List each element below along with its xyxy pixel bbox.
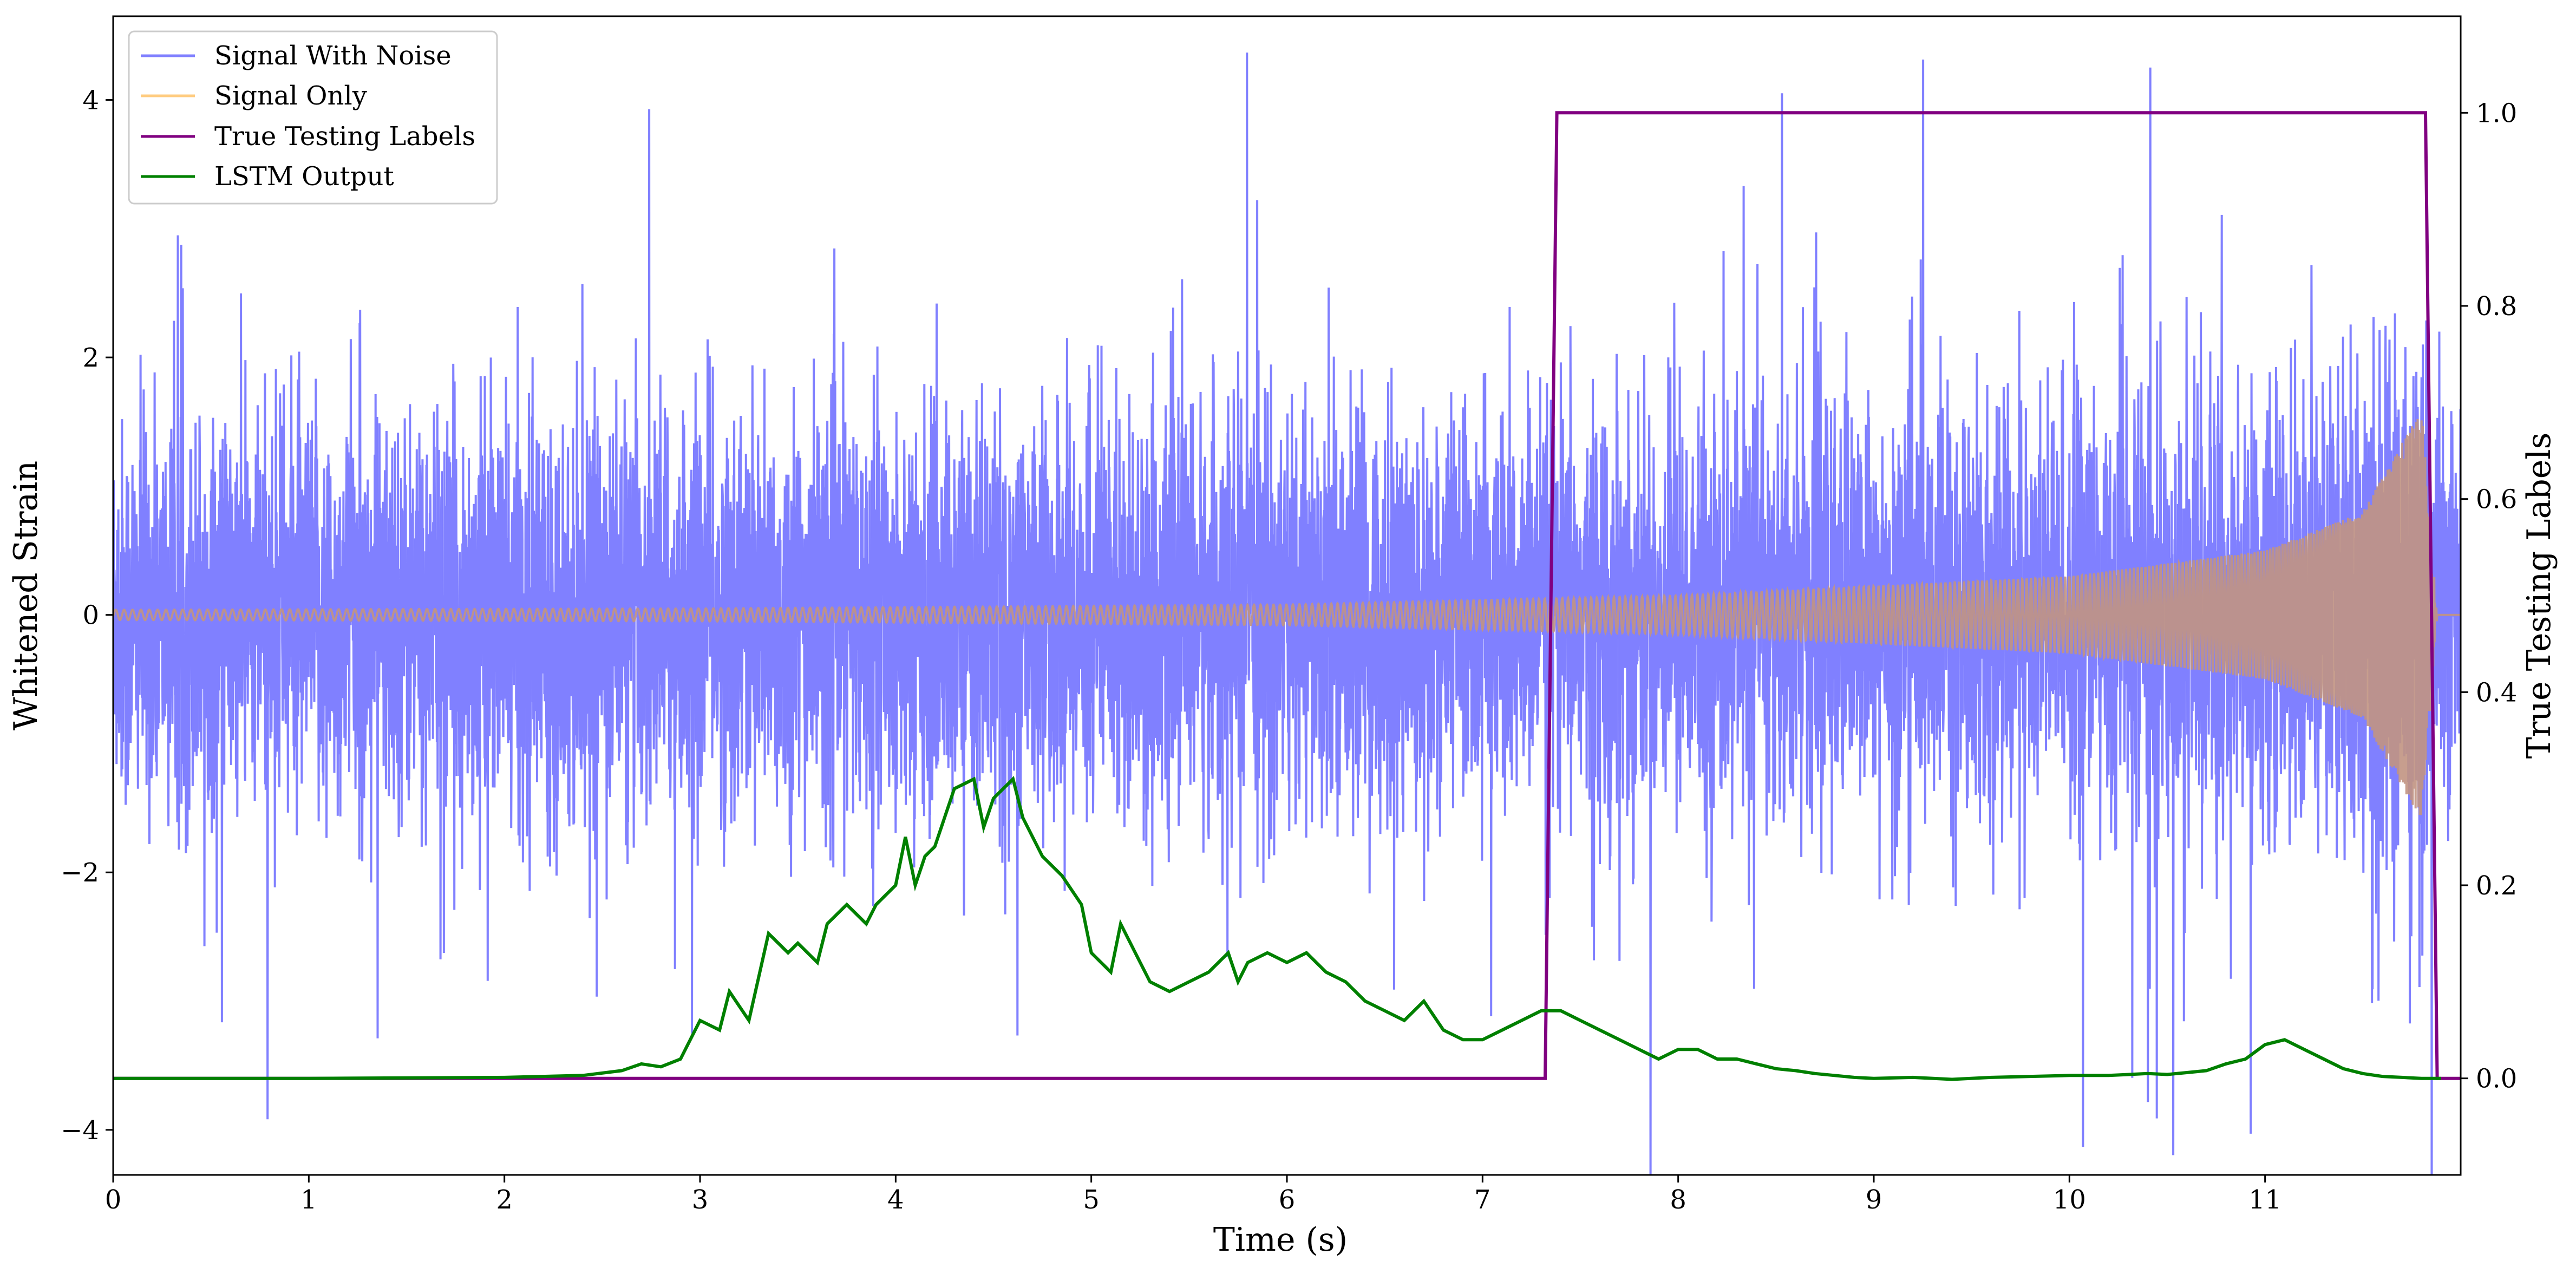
- y2-tick-label: 0.6: [2476, 485, 2517, 515]
- x-tick-label: 11: [2248, 1185, 2281, 1215]
- x-tick-label: 1: [300, 1185, 317, 1215]
- legend-box: [128, 30, 498, 205]
- legend-label: Signal With Noise: [214, 41, 452, 71]
- y-tick-label: 0: [82, 600, 99, 631]
- y2-tick-label: 0.4: [2476, 677, 2517, 708]
- x-tick-label: 7: [1474, 1185, 1491, 1215]
- x-tick-label: 8: [1670, 1185, 1686, 1215]
- legend-label: Signal Only: [214, 81, 367, 111]
- x-tick-label: 9: [1866, 1185, 1882, 1215]
- legend-label: LSTM Output: [214, 161, 394, 192]
- legend-entry-lstm-output: LSTM Output: [141, 161, 394, 192]
- x-tick-label: 3: [692, 1185, 709, 1215]
- y2-tick-label: 1.0: [2476, 98, 2517, 128]
- y-axis-label: Whitened Strain: [7, 461, 45, 730]
- x-tick-label: 4: [887, 1185, 904, 1215]
- legend-label: True Testing Labels: [214, 121, 475, 152]
- y2-axis-label: True Testing Labels: [2520, 433, 2558, 759]
- y2-tick-label: 0.8: [2476, 291, 2517, 322]
- legend-entry-true-testing-labels: True Testing Labels: [141, 121, 475, 152]
- y-axis-right: 0.0 0.2 0.4 0.6 0.8 1.0: [2461, 98, 2517, 1094]
- y2-tick-label: 0.0: [2476, 1064, 2517, 1094]
- legend-entry-signal-with-noise: Signal With Noise: [141, 41, 452, 71]
- legend-entry-signal-only: Signal Only: [141, 81, 367, 111]
- lstm-output-series: [113, 775, 2441, 1081]
- x-tick-label: 0: [105, 1185, 122, 1215]
- signal-with-noise-series: [113, 53, 2461, 1175]
- x-axis-label: Time (s): [1213, 1221, 1348, 1259]
- x-axis: 0 1 2 3 4 5 6 7 8 9 10 11: [105, 1175, 2281, 1215]
- signal-only-series: [113, 419, 2461, 815]
- x-tick-label: 6: [1279, 1185, 1296, 1215]
- y-axis-left: −4 −2 0 2 4: [61, 86, 113, 1146]
- y-tick-label: 2: [82, 343, 99, 373]
- x-tick-label: 2: [496, 1185, 513, 1215]
- y-tick-label: −4: [61, 1115, 99, 1146]
- legend: Signal With Noise Signal Only True Testi…: [128, 30, 498, 205]
- y-tick-label: 4: [82, 86, 99, 116]
- y-tick-label: −2: [61, 858, 99, 888]
- x-tick-label: 5: [1083, 1185, 1100, 1215]
- x-tick-label: 10: [2053, 1185, 2086, 1215]
- y2-tick-label: 0.2: [2476, 871, 2517, 901]
